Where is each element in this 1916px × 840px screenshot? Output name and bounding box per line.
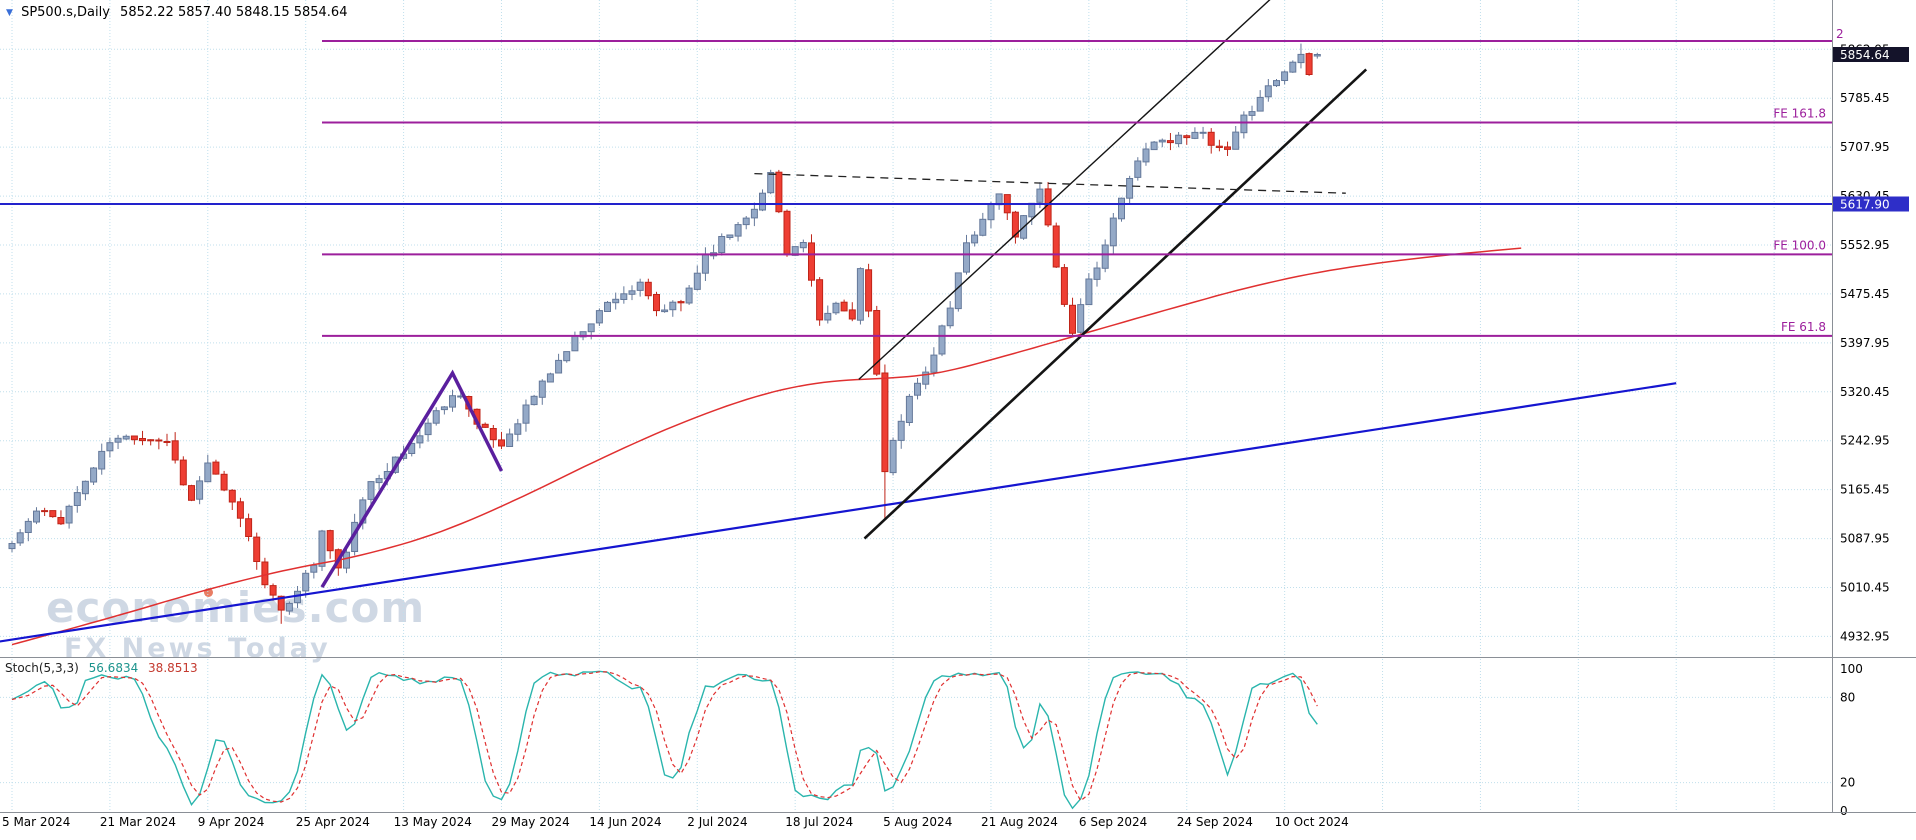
title-ohlc-values: 5852.22 5857.40 5848.15 5854.64 [120, 5, 348, 20]
fib-extension-label: FE 61.8 [1781, 320, 1826, 334]
date-axis-label: 21 Aug 2024 [981, 815, 1058, 829]
stoch-d-line[interactable] [11, 671, 1318, 803]
price-axis-label: 5552.95 [1840, 238, 1890, 252]
symbol-and-timeframe: SP500.s,Daily [21, 5, 110, 20]
price-axis-label: 5010.45 [1840, 581, 1890, 595]
current-price-box [1833, 47, 1909, 62]
date-axis-label: 10 Oct 2024 [1275, 815, 1349, 829]
watermark-tagline: FX News Today [64, 633, 331, 664]
fib-extension-label: FE 161.8 [1773, 107, 1826, 121]
stoch-scale-label: 20 [1840, 776, 1855, 790]
date-axis-label: 9 Apr 2024 [198, 815, 265, 829]
fib-extension-label: 2 [1836, 27, 1844, 41]
stoch-d-value: 38.8513 [148, 661, 198, 675]
price-axis-label: 5242.95 [1840, 434, 1890, 448]
stochastic-indicator-label: Stoch(5,3,3) 56.6834 38.8513 [5, 661, 204, 675]
symbol-marker-icon: ▼ [6, 8, 13, 18]
moving-average-line[interactable] [11, 247, 1522, 646]
date-axis-label: 24 Sep 2024 [1177, 815, 1253, 829]
date-axis-label: 25 Apr 2024 [296, 815, 370, 829]
chart-title: ▼ SP500.s,Daily 5852.22 5857.40 5848.15 … [6, 5, 347, 20]
date-axis-label: 14 Jun 2024 [589, 815, 661, 829]
price-axis-label: 5087.95 [1840, 532, 1890, 546]
date-axis-label: 29 May 2024 [492, 815, 570, 829]
date-axis-label: 5 Aug 2024 [883, 815, 952, 829]
date-axis-label: 2 Jul 2024 [687, 815, 747, 829]
stoch-k-value: 56.6834 [88, 661, 139, 675]
hline-price-box [1833, 196, 1909, 212]
stoch-scale-label: 100 [1840, 662, 1863, 676]
long-term-support-trendline[interactable] [0, 382, 1677, 643]
date-axis-label: 21 Mar 2024 [100, 815, 176, 829]
price-axis-label: 4932.95 [1840, 629, 1890, 643]
stoch-scale-label: 80 [1840, 690, 1855, 704]
channel-lower-trendline[interactable] [863, 68, 1368, 540]
price-axis-label: 5320.45 [1840, 385, 1890, 399]
wave-count-zigzag[interactable] [320, 369, 504, 589]
price-axis-label: 5397.95 [1840, 336, 1890, 350]
stoch-k-line[interactable] [11, 670, 1318, 810]
price-axis-label: 5785.45 [1840, 91, 1890, 105]
date-axis-label: 5 Mar 2024 [2, 815, 70, 829]
price-axis-label: 5165.45 [1840, 483, 1890, 497]
fib-extension-label: FE 100.0 [1773, 238, 1826, 252]
candlestick-series [8, 43, 1321, 624]
date-axis-label: 6 Sep 2024 [1079, 815, 1147, 829]
date-axis[interactable]: 5 Mar 2024 21 Mar 2024 9 Apr 2024 25 Apr 20… [2, 815, 1349, 829]
price-axis[interactable]: 5862.955785.455707.955630.455552.955475.… [1833, 42, 1909, 818]
watermark-brand-dot-icon [204, 588, 213, 597]
price-axis-label: 5475.45 [1840, 287, 1890, 301]
date-axis-label: 13 May 2024 [394, 815, 472, 829]
channel-upper-trendline[interactable] [858, 0, 1280, 380]
hline-price-box-text: 5617.90 [1840, 198, 1890, 212]
resistance-dashed-line[interactable] [754, 172, 1346, 194]
stoch-panel [11, 670, 1318, 810]
price-axis-label: 5707.95 [1840, 140, 1890, 154]
stoch-name: Stoch(5,3,3) [5, 661, 79, 675]
main-panel [0, 0, 1677, 646]
stoch-scale-label: 0 [1840, 804, 1848, 818]
date-axis-label: 18 Jul 2024 [785, 815, 853, 829]
current-price-box-text: 5854.64 [1840, 48, 1890, 62]
